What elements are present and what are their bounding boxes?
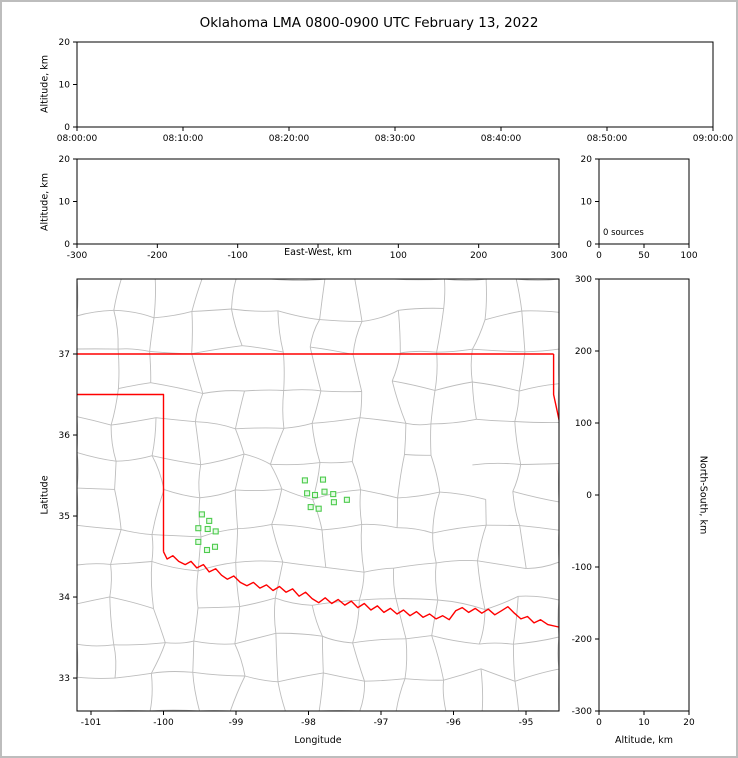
tick-label: 10	[59, 81, 71, 91]
tick-label: -100	[572, 563, 593, 573]
tick-label: 33	[59, 674, 70, 684]
lma-station-marker	[304, 490, 311, 497]
state-border-panhandle_and_west_100	[77, 393, 165, 552]
lma-station-marker	[330, 491, 337, 498]
tick-label: 0	[596, 251, 602, 261]
panel-box-ns	[598, 278, 690, 712]
tick-label: -101	[81, 718, 101, 728]
axis-label-altitude-ns-panel: Altitude, km	[615, 735, 673, 746]
tick-label: -96	[446, 718, 461, 728]
tick-label: 36	[59, 431, 71, 441]
lma-station-marker	[307, 504, 314, 511]
lma-station-marker	[195, 525, 202, 532]
tick-label: 0	[64, 123, 70, 133]
lma-station-marker	[319, 476, 327, 483]
tick-label: 34	[59, 593, 71, 603]
tick-label: 300	[550, 251, 567, 261]
county-boundaries	[77, 279, 559, 711]
state-border-northeast_corner	[552, 354, 559, 423]
tick-label: -100	[153, 718, 174, 728]
tick-label: 100	[680, 251, 697, 261]
tick-label: 10	[59, 198, 71, 208]
lma-station-marker	[343, 496, 350, 503]
tick-label: 20	[581, 155, 593, 165]
tick-label: -200	[572, 635, 593, 645]
tick-label: 50	[638, 251, 650, 261]
tick-label: 0	[586, 491, 592, 501]
tick-label: 08:20:00	[269, 134, 310, 144]
axis-label-altitude-time-panel: Altitude, km	[39, 55, 51, 113]
tick-label: 200	[470, 251, 487, 261]
tick-label: -95	[519, 718, 534, 728]
tick-label: 300	[575, 275, 592, 285]
tick-label: 20	[59, 155, 71, 165]
tick-label: 08:10:00	[163, 134, 204, 144]
tick-label: 37	[59, 350, 70, 360]
lma-station-marker	[330, 499, 337, 506]
lma-station-marker	[321, 488, 328, 495]
lma-station-marker	[198, 511, 205, 518]
axis-label-longitude: Longitude	[294, 735, 342, 746]
lma-station-marker	[311, 491, 319, 499]
sources-count-annotation: 0 sources	[603, 228, 644, 238]
lma-station-marker	[204, 525, 211, 533]
lma-station-marker	[206, 517, 213, 524]
tick-label: 20	[59, 38, 71, 48]
tick-label: 100	[390, 251, 407, 261]
tick-label: 0	[596, 718, 602, 728]
tick-label: 08:40:00	[481, 134, 522, 144]
tick-label: -97	[374, 718, 389, 728]
lma-station-marker	[315, 505, 322, 512]
oklahoma-state-border	[77, 353, 559, 628]
state-border-red_river_south	[162, 551, 559, 628]
lma-station-marker	[212, 528, 219, 535]
tick-label: 08:00:00	[57, 134, 98, 144]
tick-labels: 08:00:00 08:10:00 08:20:00 08:30:00 08:40:00…	[57, 38, 734, 728]
tick-label: 0	[586, 240, 592, 250]
tick-label: 100	[575, 419, 592, 429]
tick-label: 08:50:00	[587, 134, 628, 144]
tick-label: 35	[59, 512, 70, 522]
tick-label: -300	[572, 707, 593, 717]
tick-label: 08:30:00	[375, 134, 416, 144]
figure-title: Oklahoma LMA 0800-0900 UTC February 13, …	[199, 15, 539, 31]
axis-label-altitude-ew-panel: Altitude, km	[39, 173, 51, 231]
tick-label: 10	[581, 198, 593, 208]
tick-label: -300	[67, 251, 88, 261]
lma-station-markers	[195, 476, 350, 554]
tick-label: 09:00:00	[693, 134, 734, 144]
tick-label: 0	[64, 240, 70, 250]
panel-box-time	[76, 41, 714, 128]
tick-label: 20	[683, 718, 695, 728]
axis-ticks	[73, 41, 714, 715]
lma-station-marker	[211, 543, 219, 550]
panel-box-map	[76, 278, 560, 712]
axis-label-east-west: East-West, km	[284, 247, 352, 258]
tick-label: -99	[229, 718, 244, 728]
lma-station-marker	[203, 546, 211, 554]
tick-label: -98	[301, 718, 316, 728]
tick-label: -100	[227, 251, 248, 261]
tick-label: 10	[638, 718, 650, 728]
lma-station-marker	[301, 477, 308, 484]
tick-label: 200	[575, 347, 592, 357]
lma-station-marker	[195, 538, 202, 545]
axis-label-north-south: North-South, km	[697, 455, 709, 535]
axis-label-latitude: Latitude	[39, 475, 51, 515]
panel-box-ew	[76, 158, 560, 245]
tick-label: -200	[147, 251, 168, 261]
